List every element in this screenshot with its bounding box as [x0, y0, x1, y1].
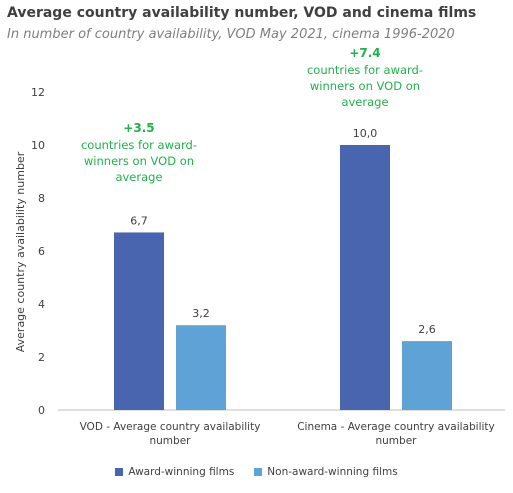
data-labels: 6,7 3,2 10,0 2,6	[130, 127, 436, 336]
bar-value-label: 2,6	[418, 323, 436, 336]
legend: Award-winning films Non-award-winning fil…	[0, 466, 513, 478]
y-axis-ticks: 0 2 4 6 8 10 12	[31, 86, 45, 417]
category-label: VOD - Average country availability number	[80, 421, 261, 447]
bar-value-label: 10,0	[353, 127, 378, 140]
y-tick-label: 4	[38, 298, 45, 311]
legend-item-award-winning: Award-winning films	[115, 466, 234, 478]
legend-swatch	[254, 468, 263, 476]
y-axis-label: Average country availability number	[14, 151, 27, 352]
y-tick-label: 2	[38, 351, 45, 364]
bar-award-winning-1	[340, 145, 390, 410]
chart-subtitle: In number of country availability, VOD M…	[7, 27, 455, 42]
legend-swatch	[115, 468, 124, 476]
chart-title: Average country availability number, VOD…	[7, 5, 477, 21]
bar-group	[114, 145, 452, 410]
bar-non-award-winning-1	[402, 341, 452, 410]
annotation-highlight: +7.4	[349, 46, 380, 60]
legend-item-non-award-winning: Non-award-winning films	[254, 466, 398, 478]
annotations: +3.5 countries for award-winners on VOD o…	[81, 46, 423, 184]
legend-label: Award-winning films	[128, 466, 235, 478]
bar-value-label: 3,2	[192, 307, 210, 320]
bar-award-winning-0	[114, 232, 164, 410]
annotation-text: countries for award-winners on VOD on ave…	[307, 63, 423, 109]
category-label: Cinema - Average country availability num…	[297, 421, 495, 447]
annotation-highlight: +3.5	[123, 121, 154, 135]
y-tick-label: 10	[31, 139, 45, 152]
bar-value-label: 6,7	[130, 214, 148, 227]
annotation-text: countries for award-winners on VOD on ave…	[81, 138, 197, 184]
bar-chart: 0 2 4 6 8 10 12 Average country availability n…	[14, 46, 505, 447]
y-tick-label: 6	[38, 245, 45, 258]
y-tick-label: 0	[38, 404, 45, 417]
legend-label: Non-award-winning films	[267, 466, 398, 478]
bar-non-award-winning-0	[176, 325, 226, 410]
y-tick-label: 8	[38, 192, 45, 205]
y-tick-label: 12	[31, 86, 45, 99]
category-labels: VOD - Average country availability number…	[80, 421, 495, 447]
